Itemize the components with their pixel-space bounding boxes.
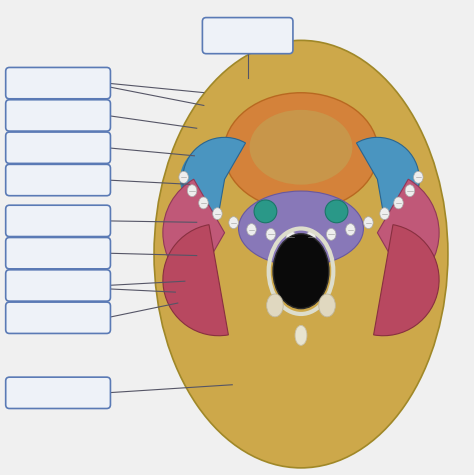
Wedge shape (374, 225, 439, 336)
Circle shape (325, 200, 348, 223)
Ellipse shape (405, 185, 415, 197)
Wedge shape (182, 137, 246, 221)
Ellipse shape (266, 294, 283, 317)
Circle shape (254, 200, 277, 223)
Ellipse shape (154, 40, 448, 468)
Wedge shape (163, 225, 228, 336)
Ellipse shape (295, 325, 307, 345)
Ellipse shape (380, 208, 389, 219)
FancyBboxPatch shape (6, 270, 110, 301)
FancyBboxPatch shape (6, 67, 110, 99)
Ellipse shape (224, 93, 378, 210)
FancyBboxPatch shape (6, 302, 110, 333)
Ellipse shape (319, 294, 336, 317)
Ellipse shape (266, 228, 275, 240)
FancyBboxPatch shape (6, 132, 110, 163)
FancyBboxPatch shape (6, 164, 110, 196)
Ellipse shape (247, 224, 256, 236)
FancyBboxPatch shape (6, 205, 110, 237)
Ellipse shape (327, 228, 336, 240)
Ellipse shape (414, 171, 423, 183)
FancyBboxPatch shape (6, 377, 110, 408)
Ellipse shape (249, 110, 352, 185)
Wedge shape (356, 137, 419, 221)
Ellipse shape (229, 217, 238, 228)
Ellipse shape (179, 171, 188, 183)
Ellipse shape (394, 197, 403, 209)
Ellipse shape (273, 234, 329, 309)
Ellipse shape (306, 231, 316, 243)
Wedge shape (163, 179, 225, 286)
FancyBboxPatch shape (6, 238, 110, 269)
FancyBboxPatch shape (202, 18, 293, 54)
Wedge shape (377, 179, 439, 286)
Ellipse shape (213, 208, 222, 219)
Ellipse shape (238, 191, 364, 266)
Ellipse shape (199, 197, 208, 209)
Ellipse shape (187, 185, 197, 197)
Ellipse shape (286, 231, 296, 243)
Ellipse shape (364, 217, 373, 228)
FancyBboxPatch shape (6, 100, 110, 131)
Ellipse shape (346, 224, 355, 236)
